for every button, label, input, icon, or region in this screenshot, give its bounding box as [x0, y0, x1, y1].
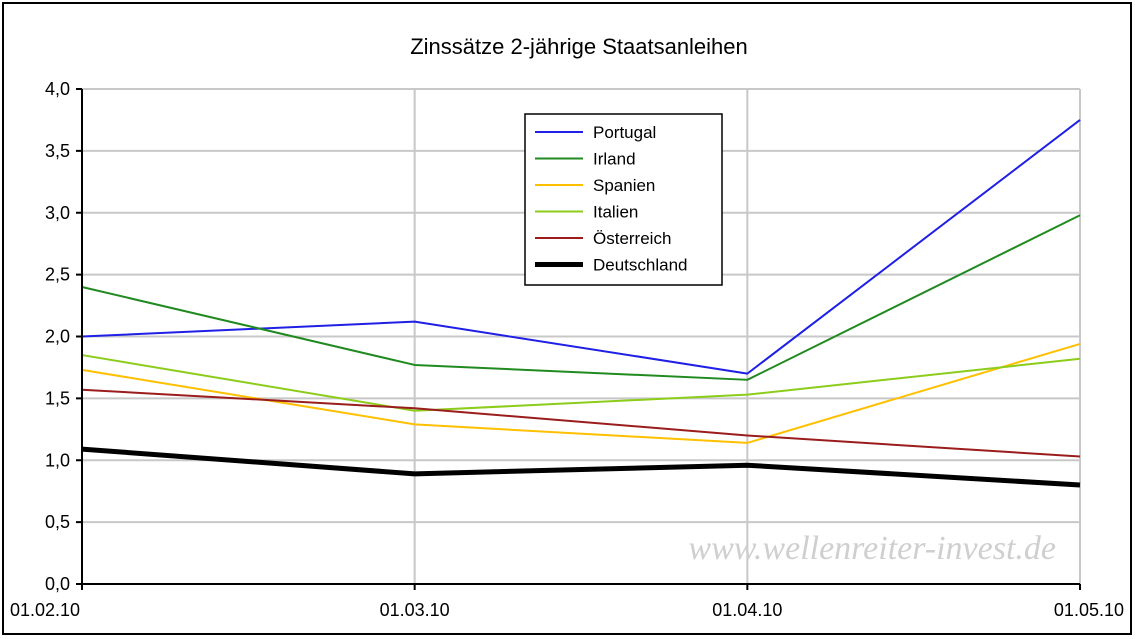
- x-tick-label: 01.02.10: [10, 600, 80, 620]
- legend-label: Deutschland: [593, 256, 688, 275]
- y-tick-label: 2,0: [45, 327, 70, 347]
- y-tick-label: 3,0: [45, 203, 70, 223]
- x-axis-tick-labels: 01.02.10 01.03.10 01.04.10 01.05.10: [10, 600, 1124, 620]
- x-tick-label: 01.04.10: [712, 600, 782, 620]
- x-tick-label: 01.03.10: [380, 600, 450, 620]
- watermark-text: www.wellenreiter-invest.de: [688, 530, 1056, 567]
- y-tick-label: 0,5: [45, 512, 70, 532]
- series-line-deutschland: [81, 446, 1081, 488]
- series-line-portugal: [81, 119, 1081, 375]
- legend-label: Österreich: [593, 229, 671, 248]
- series-line--sterreich: [81, 388, 1081, 458]
- y-tick-label: 1,0: [45, 450, 70, 470]
- chart-title: Zinssätze 2-jährige Staatsanleihen: [410, 34, 748, 59]
- legend-label: Irland: [593, 150, 636, 169]
- y-tick-label: 0,0: [45, 574, 70, 594]
- y-tick-label: 3,5: [45, 141, 70, 161]
- legend-label: Spanien: [593, 176, 655, 195]
- legend-label: Portugal: [593, 123, 656, 142]
- y-axis-tick-labels: 0,0 0,5 1,0 1,5 2,0 2,5 3,0 3,5 4,0: [45, 79, 70, 594]
- axes: [76, 88, 1081, 590]
- legend-label: Italien: [593, 203, 638, 222]
- y-tick-label: 2,5: [45, 265, 70, 285]
- y-tick-label: 4,0: [45, 79, 70, 99]
- series-line-spanien: [81, 342, 1081, 444]
- legend: Portugal Irland Spanien Italien Österreich De…: [524, 113, 723, 286]
- y-tick-label: 1,5: [45, 388, 70, 408]
- series-layer: [81, 119, 1081, 488]
- line-chart: Zinssätze 2-jährige Staatsanleihen www.w…: [10, 34, 1124, 620]
- legend-box: [524, 113, 723, 286]
- x-tick-label: 01.05.10: [1054, 600, 1124, 620]
- series-line-irland: [81, 214, 1081, 381]
- series-line-italien: [81, 354, 1081, 412]
